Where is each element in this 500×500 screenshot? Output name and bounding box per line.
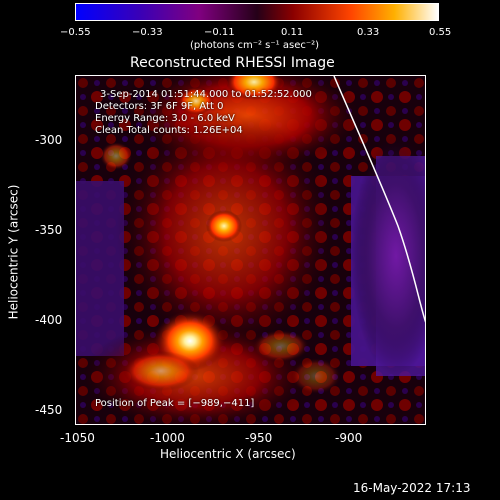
colorbar-tick-5: 0.33 bbox=[357, 27, 380, 38]
y-tick-1: -300 bbox=[35, 133, 63, 147]
peak-position-label: Position of Peak = [−989,−411] bbox=[95, 398, 255, 409]
x-tick-1: -1050 bbox=[60, 431, 95, 445]
plot-title: Reconstructed RHESSI Image bbox=[130, 55, 335, 71]
colorbar-tick-1: −0.55 bbox=[60, 27, 91, 38]
heatmap-plot bbox=[75, 75, 426, 425]
y-tick-3: -400 bbox=[35, 313, 63, 327]
detectors-label: Detectors: 3F 6F 9F, Att 0 bbox=[95, 101, 224, 112]
x-tick-2: -1000 bbox=[150, 431, 185, 445]
x-tick-3: -950 bbox=[245, 431, 273, 445]
colorbar-tick-6: 0.55 bbox=[429, 27, 452, 38]
x-tick-4: -900 bbox=[335, 431, 363, 445]
footer-timestamp: 16-May-2022 17:13 bbox=[353, 481, 471, 495]
time-range-label: 3-Sep-2014 01:51:44.000 to 01:52:52.000 bbox=[100, 89, 312, 100]
x-axis-label: Heliocentric X (arcsec) bbox=[160, 447, 296, 461]
colorbar bbox=[75, 3, 439, 21]
y-tick-4: -450 bbox=[35, 403, 63, 417]
colorbar-units: (photons cm⁻² s⁻¹ asec⁻²) bbox=[190, 40, 320, 51]
colorbar-tick-3: −0.11 bbox=[204, 27, 235, 38]
y-tick-2: -350 bbox=[35, 223, 63, 237]
colorbar-tick-4: 0.11 bbox=[281, 27, 304, 38]
y-axis-label: Heliocentric Y (arcsec) bbox=[6, 184, 21, 320]
clean-total-counts-label: Clean Total counts: 1.26E+04 bbox=[95, 125, 243, 136]
heatmap-svg bbox=[76, 76, 425, 424]
colorbar-tick-2: −0.33 bbox=[132, 27, 163, 38]
energy-range-label: Energy Range: 3.0 - 6.0 keV bbox=[95, 113, 235, 124]
